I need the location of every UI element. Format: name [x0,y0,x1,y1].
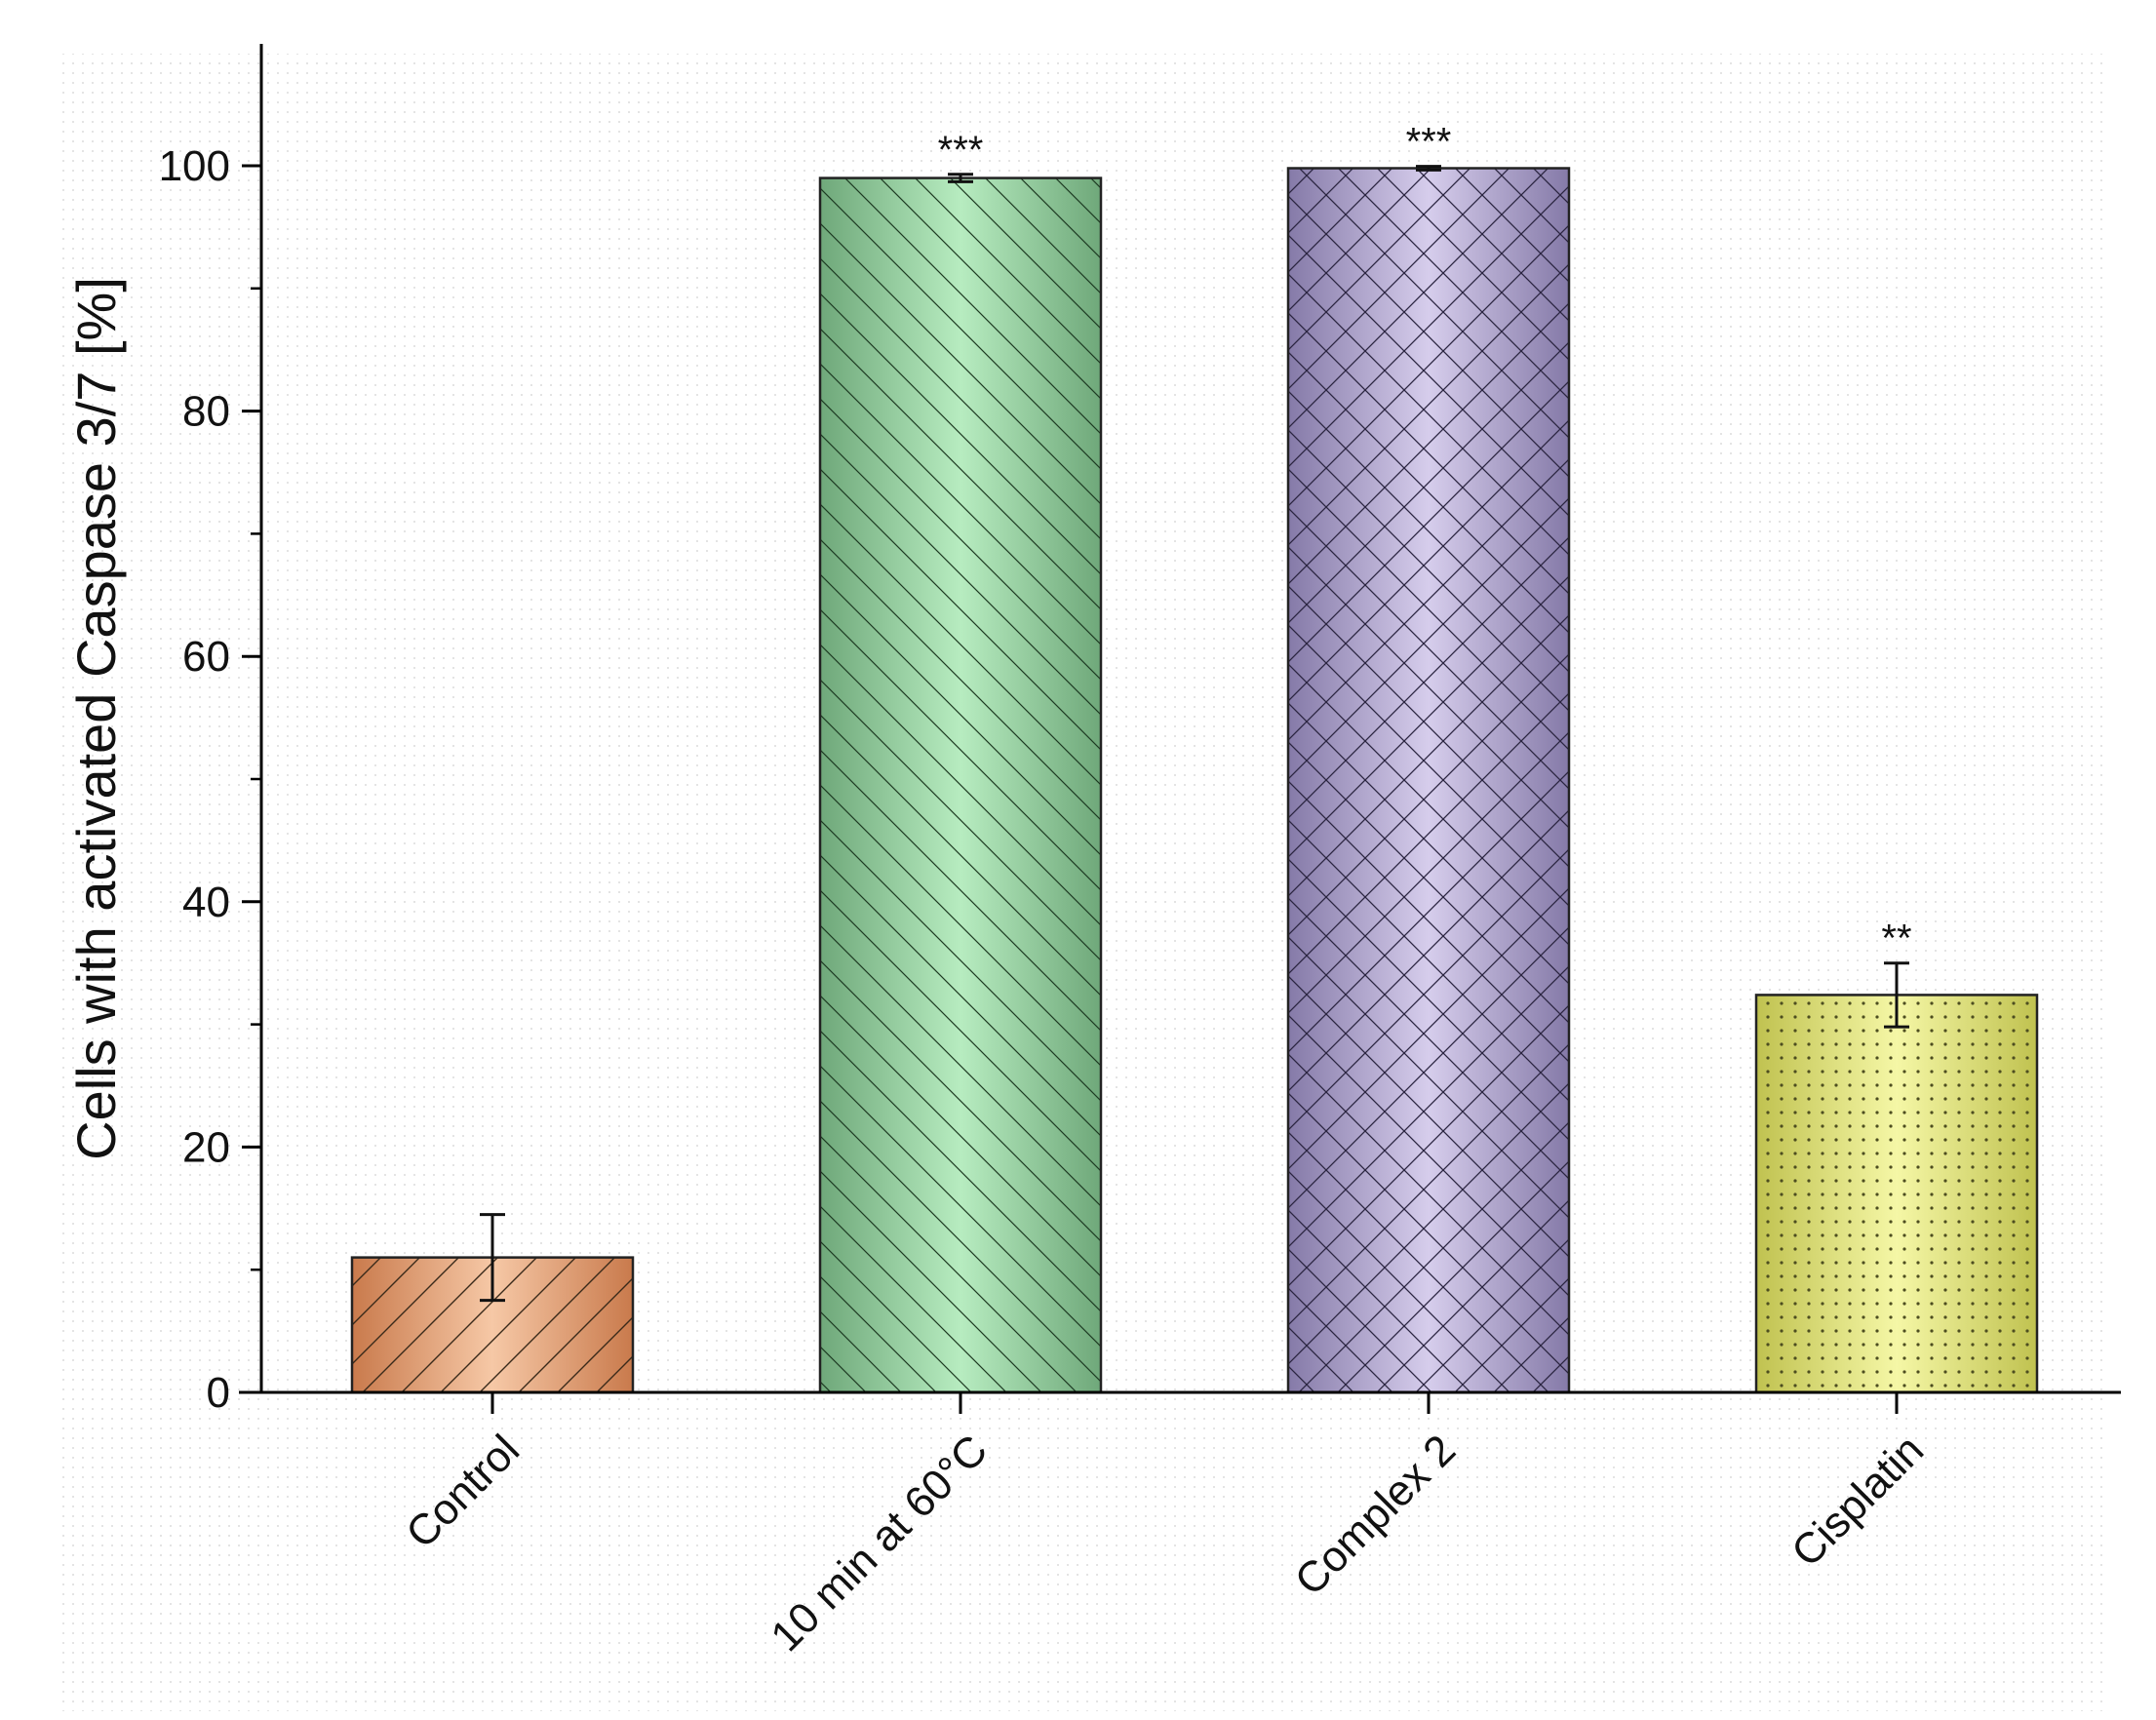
error-bar [480,1213,505,1303]
bar-group [1754,994,2039,1394]
y-ticks: 0 20 40 60 80 100 [159,142,261,1417]
significance-label: *** [938,129,984,172]
significance-layer: *** ***** [938,121,1912,960]
y-tick-label: 60 [182,633,230,681]
bar-pattern [1288,168,1569,1393]
bar-pattern [1756,995,2037,1392]
error-bar [1884,961,1909,1029]
bar-pattern [820,177,1101,1393]
y-tick-label: 20 [182,1123,230,1171]
y-tick-label: 40 [182,879,230,926]
bar-group [1286,167,1571,1394]
error-bars-layer [480,165,1909,1303]
bars-layer [350,167,2039,1394]
error-bar [948,173,973,183]
y-tick-label: 0 [207,1369,230,1417]
y-axis: 0 20 40 60 80 100 [159,44,263,1417]
bar-group [818,176,1103,1394]
y-axis-title: Cells with activated Caspase 3/7 [%] [65,277,127,1160]
error-bar [1416,165,1441,172]
y-tick-label: 100 [159,142,230,190]
significance-label: ** [1881,918,1911,960]
significance-label: *** [1406,121,1452,164]
y-tick-label: 80 [182,388,230,436]
